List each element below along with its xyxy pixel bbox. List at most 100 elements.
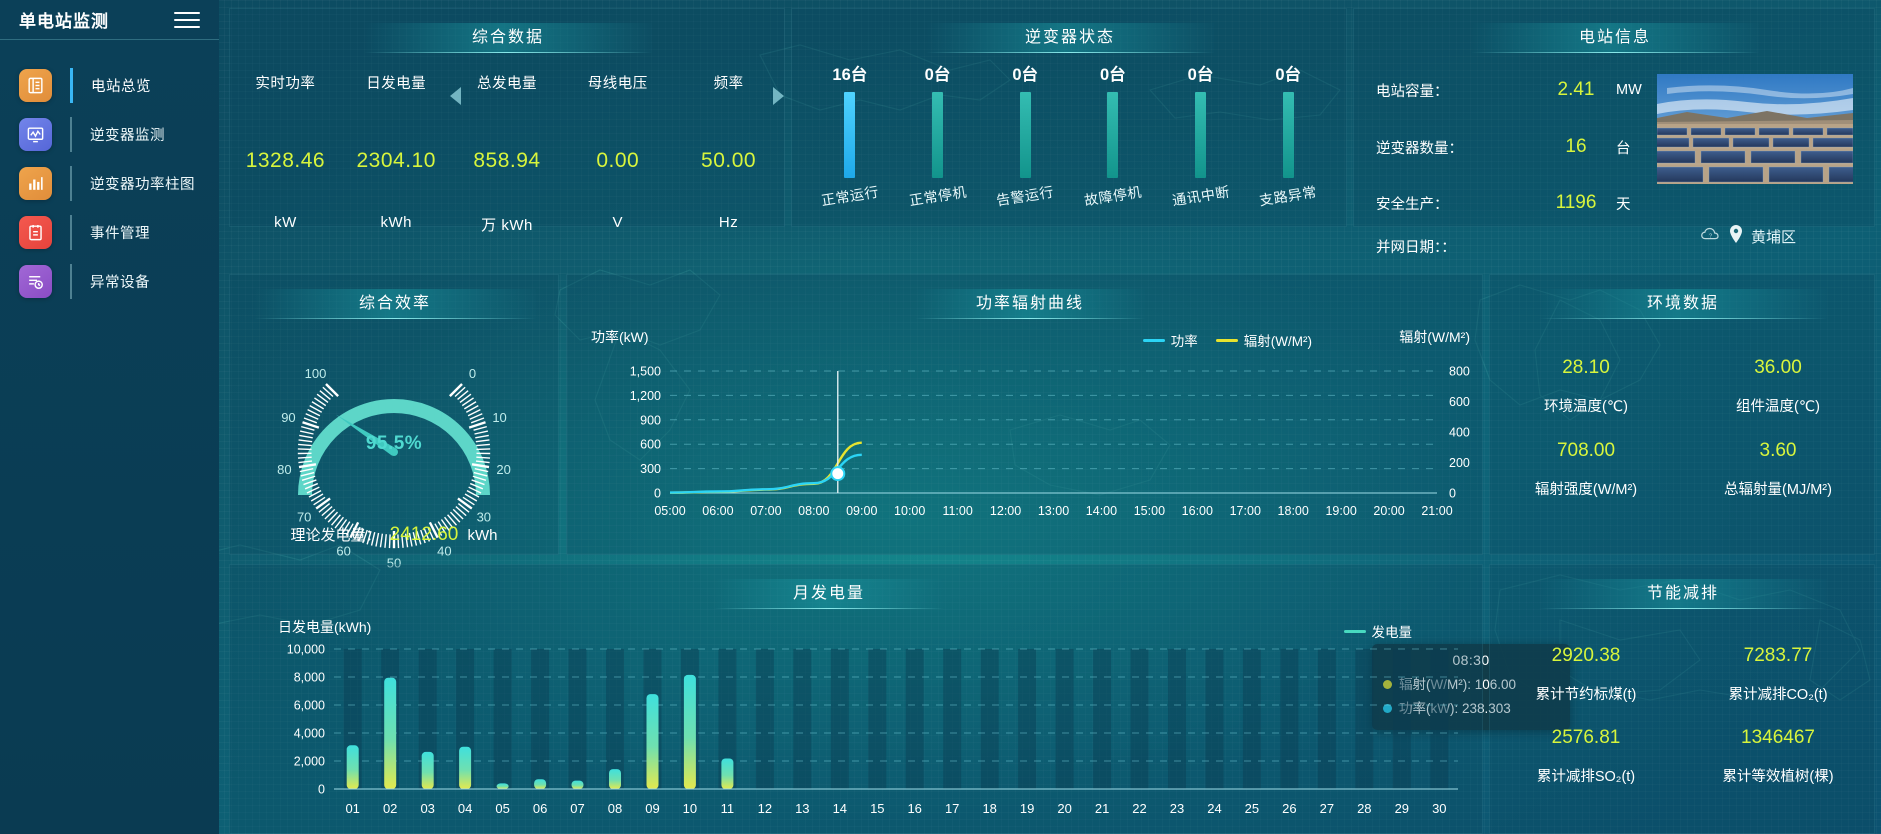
x-tick-label: 07:00 <box>750 504 781 518</box>
bar[interactable] <box>571 780 584 789</box>
inverter-status-item[interactable]: 0台 故障停机 <box>1069 61 1157 216</box>
cloud-icon[interactable]: ? <box>1700 227 1721 246</box>
y2-tick-label: 600 <box>1449 395 1470 409</box>
x-tick-label: 10 <box>683 801 697 816</box>
environment-label: 总辐射量(MJ/M²) <box>1724 482 1832 498</box>
x-tick-label: 09 <box>645 801 659 816</box>
tooltip-dot-power <box>1383 703 1392 713</box>
metric-name: 总发电量 <box>476 76 537 92</box>
nav-divider <box>70 215 72 250</box>
metric-name: 实时功率 <box>255 76 316 92</box>
inverter-status-label: 故障停机 <box>1082 183 1143 209</box>
sidebar-item-overview[interactable]: 电站总览 <box>0 61 219 110</box>
inverter-status-item[interactable]: 0台 支路异常 <box>1244 61 1332 216</box>
legend-item-radiation[interactable]: 辐射(W/M²) <box>1215 330 1312 350</box>
panel-title: 电站信息 <box>1471 23 1759 53</box>
x-tick-label: 26 <box>1282 801 1296 816</box>
energy-saving-label: 累计等效植树(棵) <box>1722 769 1834 785</box>
power-radiation-plot[interactable]: 0 300 600 900 1,200 1,500 0 200 400 600 800 05:00… <box>567 275 1484 556</box>
energy-saving-row: 2576.81 累计减排SO₂(t) 1346467 累计等效植树(棵) <box>1490 727 1874 786</box>
metric-cell: V <box>562 214 673 235</box>
inverter-status-label: 告警运行 <box>995 183 1056 209</box>
energy-saving-value: 2576.81 <box>1551 727 1621 748</box>
bar[interactable] <box>534 779 547 789</box>
y-tick-label: 0 <box>318 783 325 797</box>
bar[interactable] <box>609 769 621 789</box>
y-axis-title: 功率(kW) <box>591 329 649 345</box>
bar[interactable] <box>683 674 696 789</box>
sidebar-item-event-management[interactable]: 事件管理 <box>0 208 219 257</box>
legend-item-generation[interactable]: 发电量 <box>1343 621 1413 641</box>
x-tick-label: 05 <box>495 801 509 816</box>
metric-cell: 日发电量 <box>341 72 452 93</box>
bar[interactable] <box>346 745 359 789</box>
bar[interactable] <box>459 746 472 789</box>
theoretical-generation-value: 2412.60 <box>389 524 459 545</box>
x-tick-label: 18 <box>982 801 996 816</box>
y2-tick-label: 800 <box>1449 365 1470 379</box>
x-tick-label: 23 <box>1170 801 1184 816</box>
inverter-bar <box>1195 92 1207 178</box>
x-tick-label: 08:00 <box>798 504 829 518</box>
inverter-count: 0台 <box>1100 66 1126 84</box>
tooltip-row: 辐射(W/M²): 106.00 <box>1383 673 1559 697</box>
x-tick-label: 20:00 <box>1373 504 1404 518</box>
environment-row: 708.00 辐射强度(W/M²) 3.60 总辐射量(MJ/M²) <box>1490 440 1874 499</box>
energy-saving-label: 累计减排CO₂(t) <box>1728 687 1828 703</box>
metric-cell: 0.00 <box>562 149 673 173</box>
sidebar-item-abnormal-device[interactable]: 异常设备 <box>0 257 219 306</box>
inverter-status-item[interactable]: 16台 正常运行 <box>806 61 894 216</box>
monthly-generation-plot[interactable]: 0 2,000 4,000 6,000 8,000 10,000 01 02 03 04 05 06… <box>230 565 1484 834</box>
gauge-tick-label: 0 <box>469 366 476 381</box>
bar[interactable] <box>721 758 734 790</box>
sidebar-item-inverter-power-bar[interactable]: 逆变器功率柱图 <box>0 159 219 208</box>
station-info-value: 1196 <box>1555 192 1597 213</box>
bar[interactable] <box>646 694 659 789</box>
clock-list-icon <box>19 265 52 298</box>
inverter-status-item[interactable]: 0台 正常停机 <box>894 61 982 216</box>
inverter-status-panel: 逆变器状态 16台 正常运行 0台 正常停机 0台 告警运行 0台 故障停机 0… <box>791 8 1347 227</box>
metric-value: 1328.46 <box>245 149 326 172</box>
hamburger-menu-icon[interactable] <box>171 9 203 31</box>
x-tick-label: 06 <box>533 801 547 816</box>
inverter-status-item[interactable]: 0台 告警运行 <box>981 61 1069 216</box>
theoretical-generation-label: 理论发电量： <box>290 527 381 544</box>
inverter-status-item[interactable]: 0台 通讯中断 <box>1157 61 1245 216</box>
bar[interactable] <box>384 677 397 789</box>
x-tick-label: 03 <box>420 801 434 816</box>
y-tick-label: 10,000 <box>287 643 325 657</box>
metric-cell: 50.00 <box>673 149 784 173</box>
x-tick-label: 10:00 <box>894 504 925 518</box>
legend-label: 发电量 <box>1371 625 1413 640</box>
energy-saving-value: 7283.77 <box>1743 645 1813 666</box>
gauge-tick-label: 90 <box>281 410 295 425</box>
energy-saving-item: 2576.81 累计减排SO₂(t) <box>1490 727 1682 786</box>
bar[interactable] <box>496 783 509 789</box>
y-tick-label: 300 <box>640 462 661 476</box>
x-tick-label: 24 <box>1207 801 1221 816</box>
prev-station-arrow[interactable] <box>450 87 461 105</box>
energy-saving-item: 1346467 累计等效植树(棵) <box>1682 727 1874 786</box>
power-radiation-chart-panel: 功率辐射曲线 功率(kW) 辐射(W/M²) 功率 辐射(W/M²) 0 300 6… <box>566 274 1570 731</box>
station-info-label: 安全生产： <box>1376 196 1449 213</box>
station-footer: ? 黄埔区 <box>1700 225 1796 247</box>
environment-value: 28.10 <box>1562 357 1610 378</box>
metric-value: 0.00 <box>596 149 640 172</box>
gauge-tick-label: 70 <box>297 510 311 525</box>
metric-cell: 858.94 <box>452 149 563 173</box>
environment-value: 36.00 <box>1754 357 1802 378</box>
x-tick-label: 12 <box>758 801 772 816</box>
sidebar-item-inverter-monitor[interactable]: 逆变器监测 <box>0 110 219 159</box>
panel-title: 综合效率 <box>254 289 536 319</box>
inverter-count: 0台 <box>1187 66 1214 84</box>
bar[interactable] <box>421 751 434 789</box>
x-tick-label: 13 <box>795 801 809 816</box>
x-tick-label: 27 <box>1320 801 1334 816</box>
y-tick-label: 900 <box>640 413 661 427</box>
environment-item: 708.00 辐射强度(W/M²) <box>1490 440 1682 499</box>
legend-item-power[interactable]: 功率 <box>1142 330 1198 350</box>
y-tick-label: 2,000 <box>294 755 325 769</box>
environment-row: 28.10 环境温度(℃) 36.00 组件温度(℃) <box>1490 357 1874 416</box>
x-tick-label: 25 <box>1245 801 1259 816</box>
next-station-arrow[interactable] <box>773 87 784 105</box>
